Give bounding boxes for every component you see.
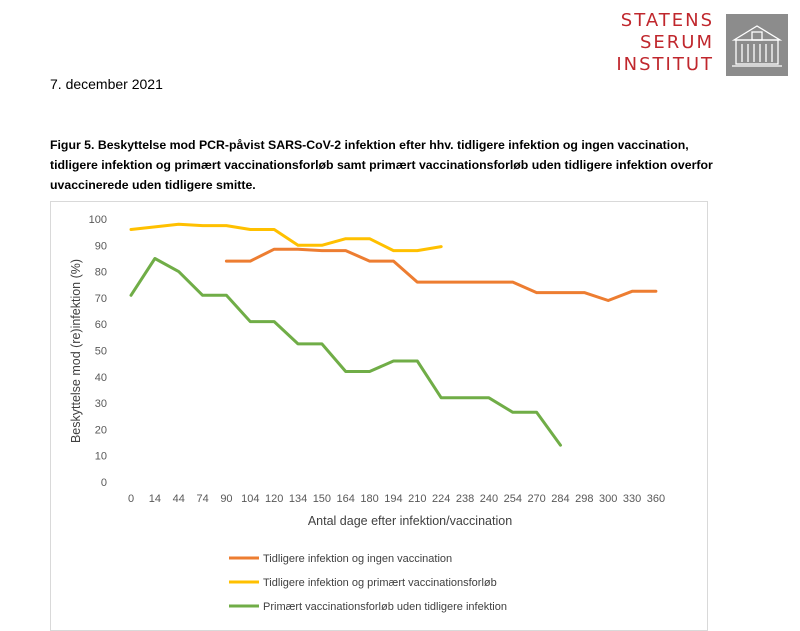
series-line-3	[129, 257, 562, 447]
legend-label-1: Tidligere infektion og ingen vaccination	[263, 553, 452, 565]
x-tick-label: 44	[173, 493, 185, 505]
x-tick-label: 238	[456, 493, 474, 505]
series-line-1	[224, 247, 658, 302]
x-tick-label: 240	[480, 493, 498, 505]
figure-caption: Figur 5. Beskyttelse mod PCR-påvist SARS…	[50, 135, 750, 195]
x-axis-title: Antal dage efter infektion/vaccination	[308, 514, 512, 528]
x-tick-label: 254	[504, 493, 522, 505]
x-tick-label: 14	[149, 493, 161, 505]
y-tick-label: 90	[95, 240, 107, 252]
logo-text: STATENS SERUM INSTITUT	[616, 10, 714, 76]
x-tick-label: 0	[128, 493, 134, 505]
x-tick-label: 194	[384, 493, 402, 505]
x-tick-label: 74	[196, 493, 208, 505]
caption-line-3: uvaccinerede uden tidligere smitte.	[50, 178, 256, 192]
x-tick-label: 224	[432, 493, 450, 505]
logo-line-1: STATENS	[620, 10, 714, 31]
x-tick-label: 90	[220, 493, 232, 505]
x-tick-label: 360	[647, 493, 665, 505]
y-tick-label: 60	[95, 319, 107, 331]
x-tick-label: 270	[527, 493, 545, 505]
x-tick-label: 284	[551, 493, 569, 505]
legend: Tidligere infektion og ingen vaccination…	[229, 553, 507, 613]
y-tick-label: 20	[95, 424, 107, 436]
x-tick-label: 210	[408, 493, 426, 505]
y-tick-label: 10	[95, 451, 107, 463]
y-axis-ticks: 0 10 20 30 40 50 60 70 80 90 100	[89, 214, 107, 489]
series-lines	[129, 222, 658, 447]
y-tick-label: 80	[95, 267, 107, 279]
y-tick-label: 30	[95, 398, 107, 410]
y-tick-label: 70	[95, 293, 107, 305]
x-tick-label: 120	[265, 493, 283, 505]
legend-label-2: Tidligere infektion og primært vaccinati…	[263, 577, 497, 589]
x-tick-label: 104	[241, 493, 259, 505]
x-tick-label: 134	[289, 493, 307, 505]
x-tick-label: 180	[360, 493, 378, 505]
caption-line-2: tidligere infektion og primært vaccinati…	[50, 158, 713, 172]
logo-line-2: SERUM	[639, 32, 714, 53]
y-axis-title: Beskyttelse mod (re)infektion (%)	[69, 259, 83, 443]
logo-line-3: INSTITUT	[616, 54, 714, 75]
y-tick-label: 50	[95, 346, 107, 358]
y-tick-label: 40	[95, 372, 107, 384]
building-icon	[726, 14, 788, 76]
x-tick-label: 330	[623, 493, 641, 505]
x-tick-label: 150	[313, 493, 331, 505]
y-tick-label: 0	[101, 477, 107, 489]
series-line-2	[129, 222, 443, 253]
x-tick-label: 164	[337, 493, 355, 505]
x-tick-label: 298	[575, 493, 593, 505]
report-date: 7. december 2021	[50, 76, 163, 92]
x-axis-ticks: 0 14 44 74 90 104 120 134 150 164 180 194 210 224 238 2…	[128, 493, 665, 505]
legend-label-3: Primært vaccinationsforløb uden tidliger…	[263, 601, 507, 613]
y-tick-label: 100	[89, 214, 107, 226]
x-tick-label: 300	[599, 493, 617, 505]
caption-line-1: Figur 5. Beskyttelse mod PCR-påvist SARS…	[50, 138, 689, 152]
